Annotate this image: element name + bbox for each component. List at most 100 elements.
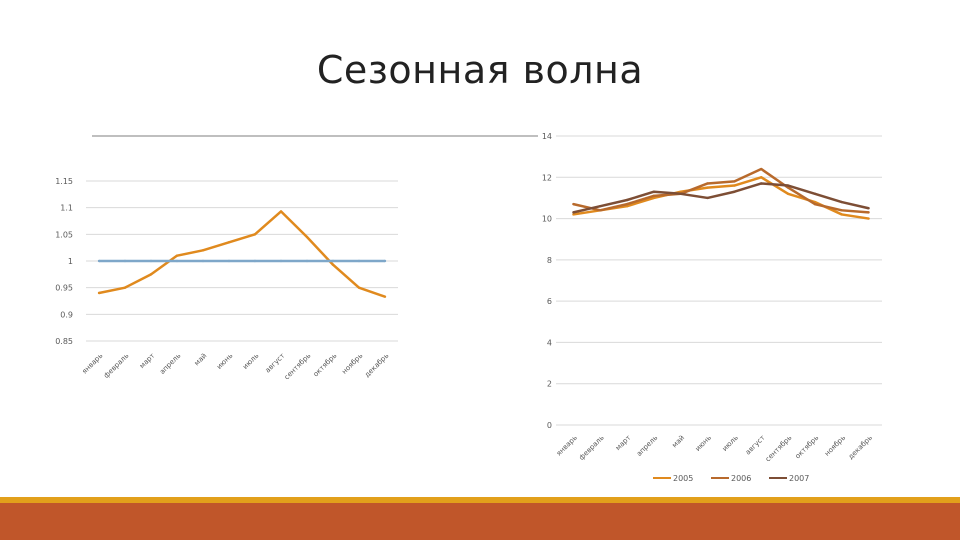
data-point — [733, 184, 736, 187]
data-point — [733, 190, 736, 193]
data-point — [97, 259, 101, 263]
data-point — [305, 259, 309, 263]
x-tick-label: январь — [555, 434, 579, 458]
data-point — [279, 210, 283, 213]
series-line-2 — [573, 167, 869, 214]
data-point — [123, 259, 127, 263]
x-tick-label: февраль — [102, 352, 130, 380]
data-point — [599, 204, 602, 208]
x-tick-label: май — [193, 352, 209, 368]
x-tick-label: апрель — [635, 434, 659, 458]
x-tick-label: ноябрь — [823, 434, 847, 458]
data-point — [625, 202, 629, 206]
x-tick-label: июнь — [694, 434, 713, 453]
y-tick-label: 14 — [542, 132, 552, 141]
legend-label: 2005 — [673, 474, 693, 483]
data-point — [867, 207, 870, 210]
y-tick-label: 0 — [547, 421, 552, 430]
x-tick-label: июль — [241, 352, 260, 371]
x-tick-label: июнь — [215, 352, 234, 371]
y-tick-label: 1.05 — [55, 230, 73, 239]
x-tick-label: декабрь — [363, 352, 390, 379]
data-point — [572, 202, 575, 206]
data-point — [840, 200, 843, 204]
data-point — [201, 249, 205, 252]
data-point — [305, 235, 309, 239]
data-point — [867, 217, 870, 220]
data-point — [652, 194, 656, 198]
data-point — [253, 233, 257, 236]
y-tick-label: 1 — [68, 257, 73, 266]
data-point — [625, 198, 629, 202]
data-point — [706, 182, 709, 185]
data-point — [331, 263, 335, 266]
data-point — [813, 192, 817, 195]
data-point — [786, 192, 790, 195]
x-tick-label: сентябрь — [764, 434, 794, 464]
data-point — [175, 254, 179, 257]
x-tick-label: апрель — [158, 352, 182, 376]
y-tick-label: 1.15 — [55, 177, 73, 186]
data-point — [383, 259, 387, 263]
data-point — [840, 213, 843, 216]
data-point — [679, 192, 682, 195]
y-tick-label: 0.9 — [60, 310, 73, 319]
y-tick-label: 12 — [542, 173, 552, 182]
data-point — [760, 167, 763, 171]
data-point — [357, 259, 361, 263]
data-point — [652, 190, 656, 193]
y-tick-label: 1.1 — [60, 204, 73, 213]
x-tick-label: август — [744, 434, 767, 457]
data-point — [572, 211, 575, 214]
legend: 2005 2006 2007 — [653, 474, 809, 483]
data-point — [357, 286, 361, 289]
series-line-3 — [573, 182, 869, 214]
x-tick-label: май — [671, 434, 687, 450]
data-point — [867, 211, 870, 214]
data-point — [227, 241, 231, 244]
x-tick-label: март — [614, 434, 632, 452]
data-point — [599, 209, 602, 212]
data-point — [227, 259, 231, 263]
data-point — [279, 259, 283, 263]
data-point — [149, 259, 153, 263]
y-tick-label: 2 — [547, 380, 552, 389]
series-line-1 — [98, 210, 386, 298]
y-tick-label: 8 — [547, 256, 552, 265]
x-tick-label: март — [138, 352, 156, 370]
footer-accent-bar — [0, 497, 960, 503]
x-tick-label: январь — [81, 352, 105, 376]
data-point — [201, 259, 205, 263]
data-point — [706, 186, 709, 189]
legend-label: 2007 — [789, 474, 809, 483]
data-point — [625, 204, 629, 208]
x-tick-label: февраль — [578, 434, 606, 462]
x-tick-label: август — [264, 352, 287, 375]
data-point — [840, 209, 843, 212]
y-tick-label: 0.85 — [55, 337, 73, 346]
x-tick-label: октябрь — [312, 352, 339, 379]
data-point — [253, 259, 257, 263]
slide-title: Сезонная волна — [316, 48, 644, 92]
y-tick-label: 6 — [547, 297, 552, 306]
data-point — [383, 295, 387, 298]
data-point — [572, 213, 575, 216]
legend-label: 2006 — [731, 474, 751, 483]
data-point — [123, 286, 127, 289]
data-point — [331, 259, 335, 263]
y-tick-label: 4 — [547, 338, 552, 347]
data-point — [733, 180, 736, 183]
y-tick-label: 10 — [542, 215, 552, 224]
data-point — [786, 184, 790, 187]
x-tick-label: ноябрь — [340, 352, 364, 376]
x-tick-label: декабрь — [847, 434, 874, 461]
data-point — [813, 202, 817, 206]
data-point — [149, 273, 153, 276]
data-point — [760, 176, 763, 179]
x-tick-label: июль — [721, 434, 740, 453]
data-point — [706, 196, 709, 200]
footer-bar — [0, 503, 960, 540]
data-point — [175, 259, 179, 263]
